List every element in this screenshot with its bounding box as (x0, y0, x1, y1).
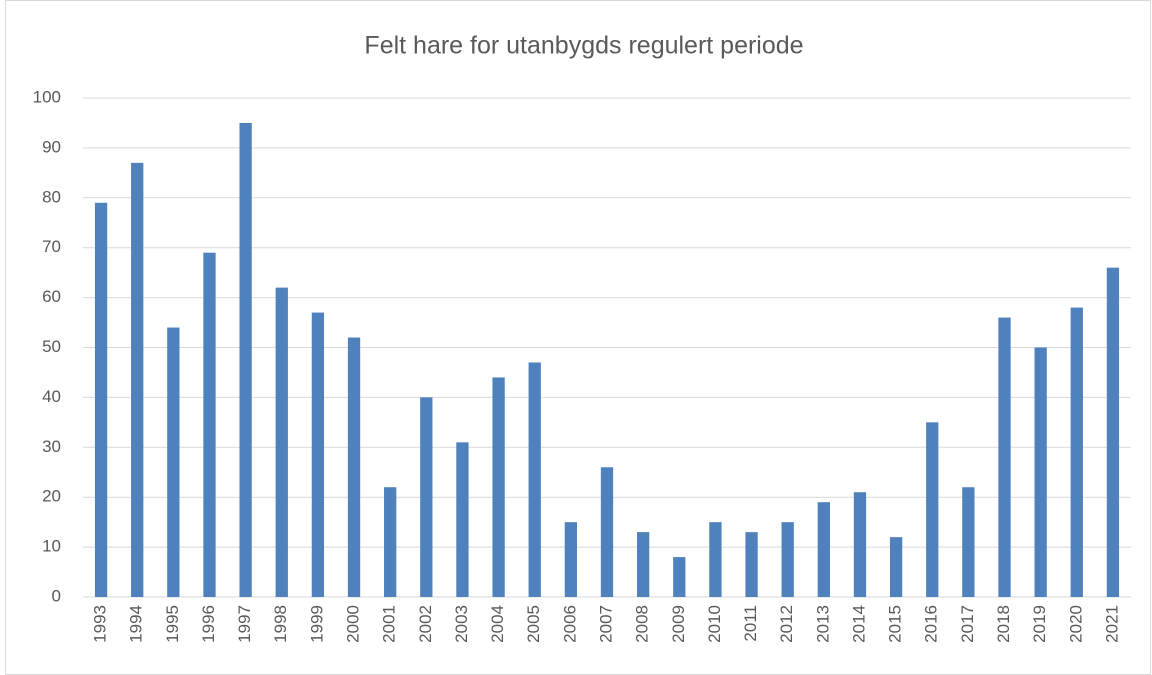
x-tick-label: 2008 (633, 605, 652, 643)
x-tick-label: 2012 (777, 605, 796, 643)
bar (203, 252, 216, 597)
bar (564, 522, 578, 597)
bar (817, 502, 830, 597)
x-tick-label: 1997 (235, 605, 254, 643)
x-tick-label: 2001 (380, 605, 399, 643)
y-tick-label: 50 (42, 337, 61, 356)
x-tick-label: 2005 (524, 605, 543, 643)
x-tick-label: 2002 (416, 605, 435, 643)
x-tick-label: 2014 (849, 605, 868, 643)
y-tick-label: 20 (42, 487, 61, 506)
bar (347, 337, 361, 597)
x-tick-label: 2020 (1066, 605, 1085, 643)
y-tick-label: 90 (42, 137, 61, 156)
bar (384, 487, 397, 597)
x-tick-label: 2021 (1102, 605, 1121, 643)
bar (167, 327, 180, 597)
bar (94, 202, 108, 598)
bar (636, 532, 650, 597)
y-tick-label: 10 (42, 537, 61, 556)
x-tick-label: 2000 (344, 605, 363, 643)
x-tick-label: 2017 (958, 605, 977, 643)
bar (131, 162, 144, 597)
bar (926, 422, 939, 597)
x-tick-label: 2015 (886, 605, 905, 643)
bar (528, 362, 541, 597)
x-tick-label: 2010 (705, 605, 724, 643)
bar (239, 122, 252, 597)
y-tick-label: 100 (33, 87, 61, 106)
x-tick-label: 1994 (127, 605, 146, 643)
y-tick-label: 60 (42, 287, 61, 306)
x-tick-label: 2004 (488, 605, 507, 643)
bar (709, 522, 722, 597)
bar (420, 397, 433, 597)
y-tick-label: 80 (42, 187, 61, 206)
bar (889, 537, 903, 597)
y-tick-label: 70 (42, 237, 61, 256)
x-tick-label: 1998 (271, 605, 290, 643)
x-tick-label: 2018 (994, 605, 1013, 643)
chart-title: Felt hare for utanbygds regulert periode (364, 32, 803, 60)
bar (311, 312, 325, 597)
bar (853, 492, 867, 597)
bar (745, 532, 758, 597)
bar (962, 487, 975, 597)
x-tick-label: 2019 (1030, 605, 1049, 643)
bar (673, 557, 686, 597)
x-tick-label: 2016 (922, 605, 941, 643)
bar (998, 317, 1011, 597)
chart-border (5, 0, 1151, 675)
bar (1106, 267, 1120, 597)
y-tick-label: 40 (42, 387, 61, 406)
bar (1070, 307, 1083, 597)
bar (492, 377, 505, 597)
x-tick-label: 1995 (163, 605, 182, 643)
x-tick-label: 2003 (452, 605, 471, 643)
bar (781, 522, 794, 597)
bar (600, 467, 614, 597)
x-tick-label: 2013 (813, 605, 832, 643)
x-tick-label: 2007 (596, 605, 615, 643)
y-tick-label: 0 (52, 586, 61, 605)
x-tick-label: 2011 (741, 605, 760, 642)
x-tick-label: 1996 (199, 605, 218, 643)
bar (275, 287, 288, 597)
bar (1034, 347, 1047, 597)
x-tick-label: 2006 (560, 605, 579, 643)
x-tick-label: 1993 (91, 605, 110, 643)
bar (456, 442, 469, 597)
x-tick-label: 2009 (669, 605, 688, 643)
y-tick-label: 30 (42, 437, 61, 456)
x-tick-label: 1999 (307, 605, 326, 643)
